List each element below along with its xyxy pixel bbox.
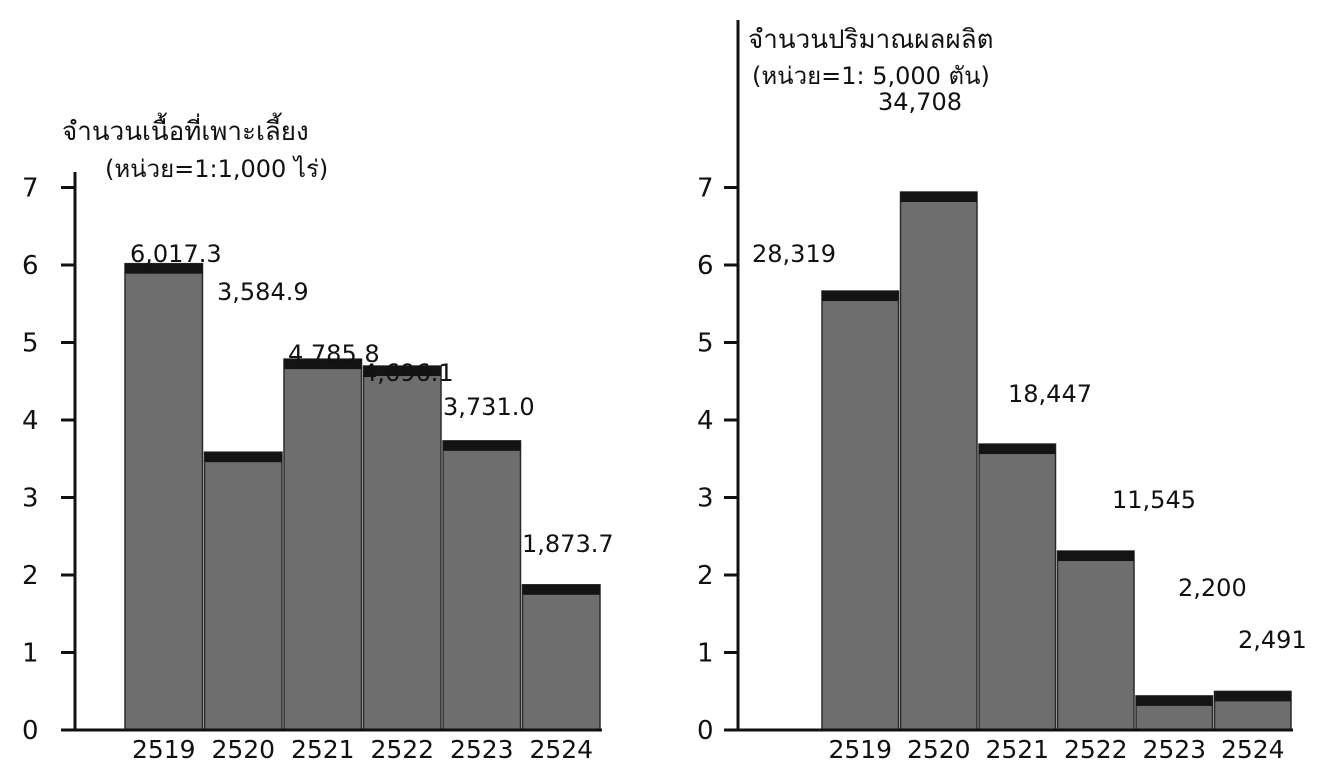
y-tick-label: 0 bbox=[22, 716, 39, 746]
chart-title: จำนวนเนื้อที่เพาะเลี้ยง bbox=[62, 112, 309, 147]
data-label: 1,873.7 bbox=[522, 530, 614, 558]
x-tick-label: 2522 bbox=[1064, 735, 1128, 761]
y-tick-label: 3 bbox=[697, 484, 714, 514]
bar-top-edge bbox=[125, 263, 203, 274]
bar-2519 bbox=[124, 262, 204, 731]
bar-2520 bbox=[899, 191, 978, 731]
chart-title: จำนวนปริมาณผลผลิต bbox=[748, 25, 994, 55]
x-tick-label: 2521 bbox=[291, 735, 355, 761]
y-tick-label: 3 bbox=[22, 484, 39, 514]
bar-top-edge bbox=[284, 359, 362, 370]
x-tick-label: 2522 bbox=[370, 735, 434, 761]
bar-top-edge bbox=[1057, 551, 1134, 562]
chart-subtitle: (หน่วย=1:1,000 ไร่) bbox=[105, 155, 328, 183]
y-tick-label: 0 bbox=[697, 716, 714, 746]
data-label: 2,491 bbox=[1238, 626, 1307, 654]
y-tick-label: 1 bbox=[697, 639, 714, 669]
x-tick-label: 2519 bbox=[828, 735, 892, 761]
data-label: 3,584.9 bbox=[217, 278, 309, 306]
y-tick-label: 7 bbox=[697, 174, 714, 204]
bar-2519 bbox=[821, 290, 900, 731]
y-tick-label: 1 bbox=[22, 639, 39, 669]
x-tick-label: 2520 bbox=[211, 735, 275, 761]
bars: 28,319 34,708 18,447 11,545 2,200 2,491 bbox=[752, 88, 1307, 731]
x-tick-label: 2524 bbox=[529, 735, 593, 761]
y-tick-label: 6 bbox=[697, 251, 714, 281]
chart-area-production: จำนวนปริมาณผลผลิต (หน่วย=1: 5,000 ตัน) 0… bbox=[697, 20, 1307, 761]
x-tick-label: 2519 bbox=[132, 735, 196, 761]
bar-2524 bbox=[521, 584, 601, 731]
data-label: 34,708 bbox=[878, 88, 962, 116]
data-label: 3,731.0 bbox=[443, 393, 535, 421]
bar-2522 bbox=[362, 365, 442, 731]
bar-top-edge bbox=[1214, 691, 1291, 702]
x-tick-label: 2521 bbox=[985, 735, 1049, 761]
bar-top-edge bbox=[900, 192, 977, 203]
y-tick-label: 4 bbox=[697, 406, 714, 436]
bar-2523 bbox=[442, 440, 522, 731]
x-tick-label: 2523 bbox=[1142, 735, 1206, 761]
data-label: 11,545 bbox=[1112, 486, 1196, 514]
x-tick-label: 2520 bbox=[907, 735, 971, 761]
data-label: 6,017.3 bbox=[130, 240, 222, 268]
bar-top-edge bbox=[822, 291, 899, 302]
bar-2522 bbox=[1056, 550, 1135, 731]
y-tick-label: 4 bbox=[22, 406, 39, 436]
bar-2520 bbox=[203, 451, 283, 731]
y-tick-label: 2 bbox=[697, 561, 714, 591]
data-label: 4,785.8 bbox=[288, 340, 380, 368]
bar-top-edge bbox=[363, 366, 441, 377]
x-axis-labels: 2519 2520 2521 2522 2523 2524 bbox=[75, 728, 602, 761]
x-axis-labels: 2519 2520 2521 2522 2523 2524 bbox=[738, 728, 1293, 761]
data-label: 2,200 bbox=[1178, 574, 1247, 602]
x-tick-label: 2524 bbox=[1221, 735, 1285, 761]
data-label: 18,447 bbox=[1008, 380, 1092, 408]
bar-2521 bbox=[283, 358, 363, 731]
bars: 6,017.3 3,584.9 4,785.84,696.1 3,731.0 1,873… bbox=[124, 240, 614, 731]
y-axis-ticks: 0 1 2 3 4 5 6 7 bbox=[22, 174, 75, 746]
bar-top-edge bbox=[522, 584, 600, 595]
chart-subtitle: (หน่วย=1: 5,000 ตัน) bbox=[752, 62, 990, 90]
bar-2521 bbox=[978, 443, 1057, 731]
x-tick-label: 2523 bbox=[450, 735, 514, 761]
y-tick-label: 5 bbox=[697, 329, 714, 359]
y-tick-label: 7 bbox=[22, 174, 39, 204]
y-tick-label: 5 bbox=[22, 329, 39, 359]
bar-top-edge bbox=[1136, 695, 1213, 706]
data-label: 4,696.1 bbox=[362, 359, 454, 387]
chart-area-cultivation: จำนวนเนื้อที่เพาะเลี้ยง (หน่วย=1:1,000 ไ… bbox=[22, 112, 614, 761]
bar-top-edge bbox=[443, 440, 521, 451]
y-tick-label: 2 bbox=[22, 561, 39, 591]
data-label: 28,319 bbox=[752, 240, 836, 268]
bar-top-edge bbox=[204, 452, 282, 463]
bar-top-edge bbox=[979, 444, 1056, 455]
y-axis-ticks: 0 1 2 3 4 5 6 7 bbox=[697, 174, 738, 746]
y-tick-label: 6 bbox=[22, 251, 39, 281]
